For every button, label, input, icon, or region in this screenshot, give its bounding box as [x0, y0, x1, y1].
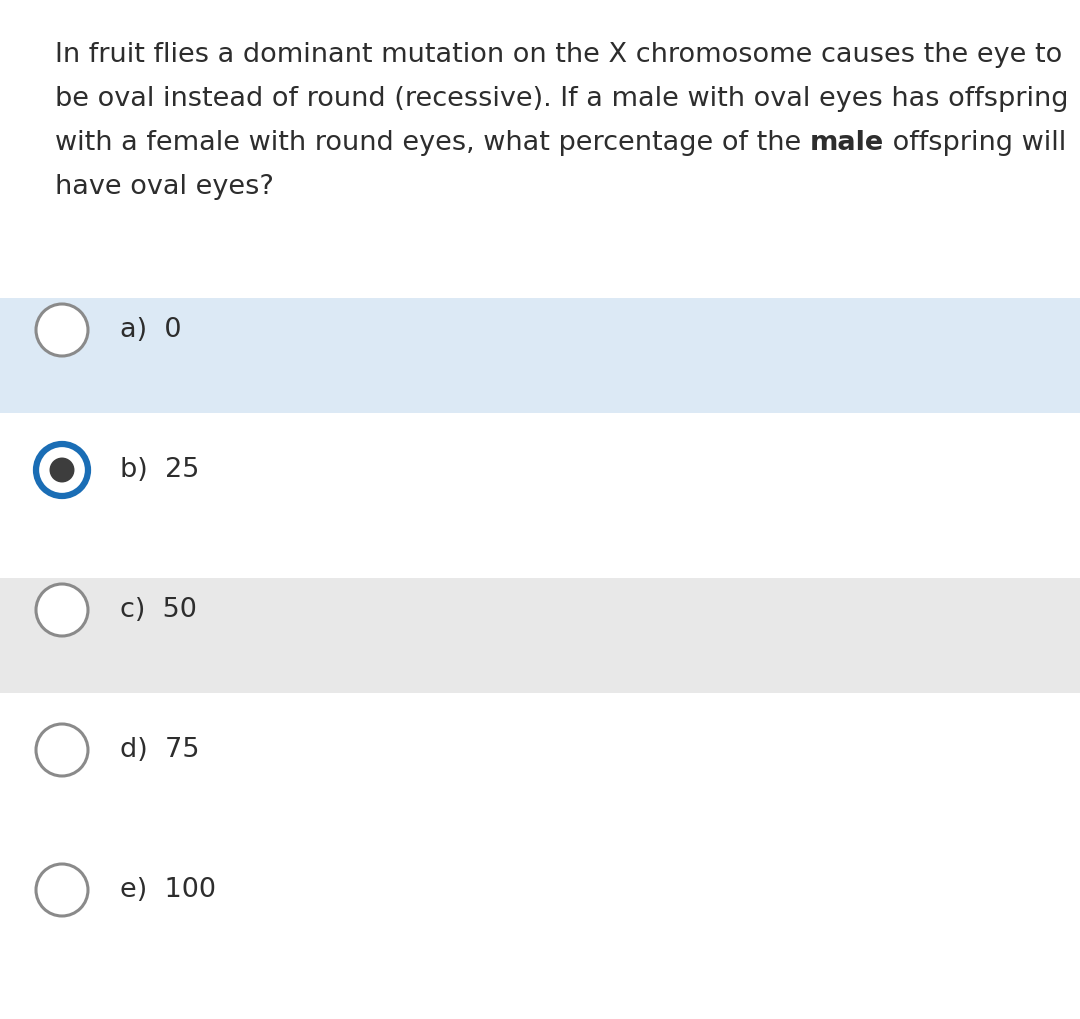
FancyBboxPatch shape	[0, 298, 1080, 413]
Text: be oval instead of round (recessive). If a male with oval eyes has offspring: be oval instead of round (recessive). If…	[55, 86, 1068, 112]
Text: d)  75: d) 75	[120, 737, 200, 763]
Ellipse shape	[36, 304, 87, 356]
Ellipse shape	[36, 864, 87, 916]
Ellipse shape	[36, 725, 87, 776]
Text: In fruit flies a dominant mutation on the X chromosome causes the eye to: In fruit flies a dominant mutation on th…	[55, 42, 1063, 68]
Text: a)  0: a) 0	[120, 317, 181, 343]
Text: with a female with round eyes, what percentage of the: with a female with round eyes, what perc…	[55, 130, 810, 156]
Ellipse shape	[36, 584, 87, 636]
Text: offspring will: offspring will	[885, 130, 1066, 156]
Ellipse shape	[36, 444, 87, 496]
Text: have oval eyes?: have oval eyes?	[55, 174, 274, 200]
Text: c)  50: c) 50	[120, 597, 197, 623]
Ellipse shape	[50, 458, 75, 482]
Text: male: male	[810, 130, 885, 156]
Text: b)  25: b) 25	[120, 457, 200, 483]
Text: e)  100: e) 100	[120, 877, 216, 903]
FancyBboxPatch shape	[0, 578, 1080, 693]
